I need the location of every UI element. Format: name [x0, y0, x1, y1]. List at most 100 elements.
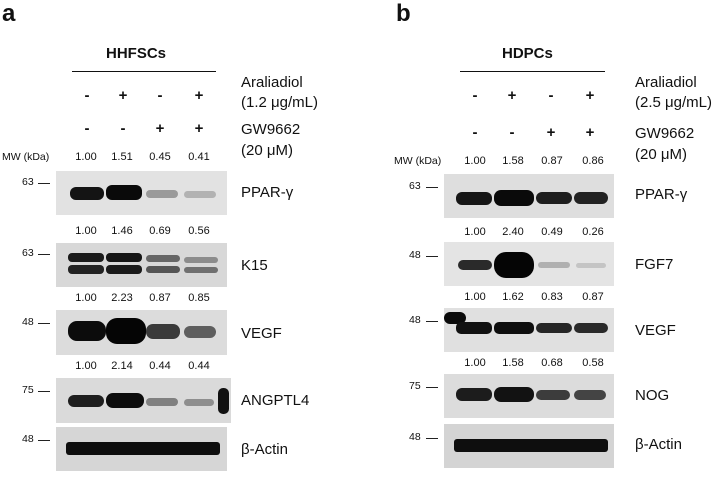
protein-label: VEGF [635, 322, 676, 339]
mw-marker: 48 [409, 314, 421, 326]
sign-row1-lane3: - [548, 87, 554, 104]
quant-value: 0.87 [149, 292, 171, 304]
quant-value: 0.41 [188, 151, 210, 163]
mw-tick [38, 391, 50, 392]
mw-marker: 48 [22, 433, 34, 445]
mw-marker: 75 [409, 380, 421, 392]
quant-value: 1.00 [464, 155, 486, 167]
treatment2-name: GW9662 [635, 125, 695, 142]
quant-value: 0.26 [582, 226, 604, 238]
sign-row1-lane3: - [157, 87, 163, 104]
quant-value: 1.58 [502, 155, 524, 167]
protein-label: β-Actin [635, 436, 682, 453]
mw-marker: 63 [22, 247, 34, 259]
header-rule [460, 71, 605, 72]
treatment2-dose: (20 μM) [635, 146, 687, 163]
quant-value: 0.86 [582, 155, 604, 167]
quant-value: 1.00 [464, 226, 486, 238]
quant-value: 0.83 [541, 291, 563, 303]
protein-label: ANGPTL4 [241, 392, 310, 409]
quant-value: 0.56 [188, 225, 210, 237]
sign-row2-lane1: - [84, 120, 90, 137]
quant-value: 1.00 [464, 291, 486, 303]
quant-value: 1.58 [502, 357, 524, 369]
mw-header: MW (kDa) [394, 155, 442, 167]
mw-header: MW (kDa) [2, 151, 50, 163]
mw-marker: 75 [22, 384, 34, 396]
mw-tick [38, 183, 50, 184]
sign-row1-lane2: + [507, 87, 517, 104]
quant-value: 0.68 [541, 357, 563, 369]
sign-row2-lane2: - [509, 124, 515, 141]
quant-value: 2.23 [111, 292, 133, 304]
protein-label: VEGF [241, 325, 282, 342]
treatment1-dose: (1.2 μg/mL) [241, 94, 318, 111]
mw-marker: 48 [22, 316, 34, 328]
mw-tick [426, 438, 438, 439]
protein-label: NOG [635, 387, 670, 404]
treatment1-dose: (2.5 μg/mL) [635, 94, 712, 111]
protein-label: K15 [241, 257, 268, 274]
sign-row1-lane2: + [118, 87, 128, 104]
quant-value: 1.62 [502, 291, 524, 303]
treatment2-dose: (20 μM) [241, 142, 293, 159]
sign-row1-lane1: - [472, 87, 478, 104]
mw-tick [426, 256, 438, 257]
mw-tick [426, 321, 438, 322]
protein-label: FGF7 [635, 256, 674, 273]
quant-value: 0.87 [582, 291, 604, 303]
blot-image [56, 243, 227, 287]
panel-header: HDPCs [502, 45, 553, 62]
sign-row2-lane3: + [546, 124, 556, 141]
quant-value: 1.00 [75, 151, 97, 163]
treatment1-name: Araliadiol [635, 74, 697, 91]
mw-marker: 48 [409, 431, 421, 443]
treatment1-name: Araliadiol [241, 74, 303, 91]
panel-letter: b [396, 0, 411, 27]
blot-image [444, 174, 614, 218]
treatment2-name: GW9662 [241, 121, 301, 138]
blot-image [56, 378, 231, 423]
blot-image [56, 171, 227, 215]
quant-value: 1.00 [75, 360, 97, 372]
sign-row2-lane3: + [155, 120, 165, 137]
mw-tick [38, 440, 50, 441]
blot-image [56, 310, 227, 355]
mw-marker: 63 [22, 176, 34, 188]
quant-value: 1.51 [111, 151, 133, 163]
mw-tick [38, 323, 50, 324]
sign-row2-lane4: + [194, 120, 204, 137]
quant-value: 1.00 [75, 225, 97, 237]
blot-image [444, 374, 614, 418]
quant-value: 0.58 [582, 357, 604, 369]
blot-image [444, 424, 614, 468]
quant-value: 0.49 [541, 226, 563, 238]
panel-header: HHFSCs [106, 45, 167, 62]
mw-tick [426, 187, 438, 188]
sign-row2-lane1: - [472, 124, 478, 141]
quant-value: 1.00 [75, 292, 97, 304]
quant-value: 0.44 [149, 360, 171, 372]
blot-image [444, 308, 614, 352]
quant-value: 2.14 [111, 360, 133, 372]
quant-value: 1.46 [111, 225, 133, 237]
quant-value: 0.44 [188, 360, 210, 372]
quant-value: 1.00 [464, 357, 486, 369]
protein-label: β-Actin [241, 441, 288, 458]
quant-value: 0.45 [149, 151, 171, 163]
sign-row1-lane4: + [585, 87, 595, 104]
sign-row1-lane1: - [84, 87, 90, 104]
mw-tick [38, 254, 50, 255]
mw-marker: 63 [409, 180, 421, 192]
sign-row1-lane4: + [194, 87, 204, 104]
quant-value: 0.69 [149, 225, 171, 237]
blot-image [56, 427, 227, 471]
quant-value: 0.87 [541, 155, 563, 167]
quant-value: 2.40 [502, 226, 524, 238]
protein-label: PPAR-γ [241, 184, 294, 201]
protein-label: PPAR-γ [635, 186, 688, 203]
quant-value: 0.85 [188, 292, 210, 304]
header-rule [72, 71, 216, 72]
mw-tick [426, 387, 438, 388]
blot-image [444, 242, 614, 286]
